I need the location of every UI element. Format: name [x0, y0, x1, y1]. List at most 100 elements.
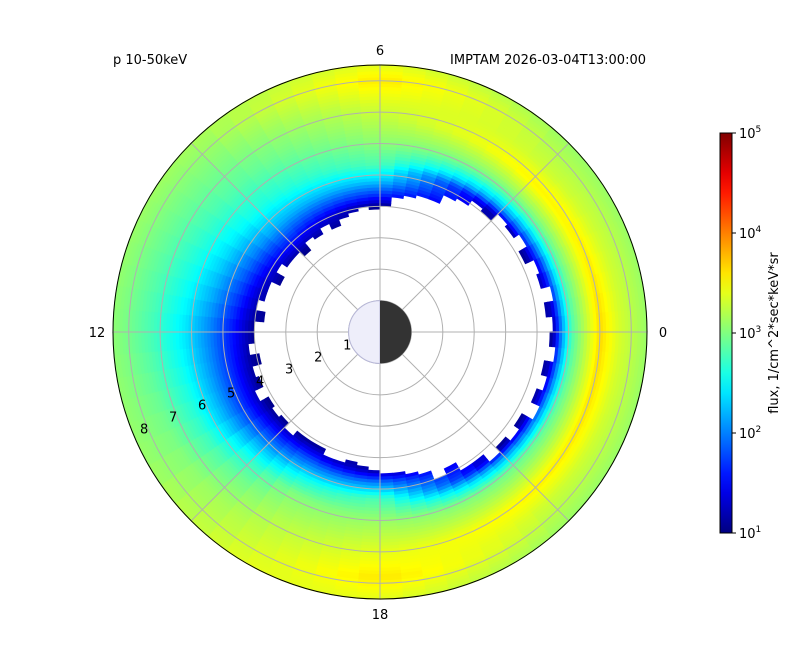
flux-cell: [314, 571, 338, 581]
flux-cell: [556, 150, 576, 171]
flux-cell: [237, 220, 251, 236]
flux-cell: [249, 273, 258, 287]
flux-cell: [559, 177, 577, 197]
flux-cell: [231, 319, 237, 333]
flux-cell: [636, 330, 642, 355]
flux-cell: [282, 208, 296, 220]
flux-cell: [312, 515, 331, 524]
flux-cell: [560, 380, 569, 399]
flux-cell: [423, 574, 447, 584]
flux-cell: [625, 375, 635, 399]
flux-cell: [234, 113, 256, 130]
flux-cell: [584, 234, 597, 255]
flux-cell: [613, 419, 626, 443]
flux-cell: [205, 235, 217, 254]
flux-cell: [456, 533, 477, 546]
flux-cell: [208, 410, 220, 428]
flux-cell: [263, 530, 284, 544]
flux-cell: [293, 452, 307, 464]
flux-cell: [263, 411, 275, 424]
flux-cell: [359, 560, 381, 566]
flux-cell: [200, 379, 210, 397]
flux-cell: [461, 100, 484, 113]
flux-cell: [299, 186, 314, 197]
flux-cell: [443, 462, 458, 473]
flux-cell: [347, 149, 365, 156]
flux-cell: [482, 205, 496, 219]
flux-cell: [361, 544, 381, 550]
flux-cell: [150, 180, 167, 203]
flux-cell: [258, 538, 280, 553]
flux-cell: [218, 359, 226, 376]
flux-cell: [480, 496, 499, 510]
flux-cell: [330, 222, 342, 230]
flux-cell: [268, 211, 282, 224]
flux-cell: [261, 533, 283, 547]
flux-cell: [273, 98, 297, 111]
flux-cell: [466, 89, 490, 102]
flux-cell: [133, 397, 145, 421]
flux-cell: [624, 240, 636, 265]
flux-cell: [182, 297, 189, 316]
flux-cell: [272, 216, 286, 229]
flux-cell: [240, 122, 261, 137]
flux-cell: [191, 299, 198, 317]
flux-cell: [519, 211, 533, 228]
flux-cell: [243, 241, 254, 256]
flux-cell: [335, 84, 359, 91]
flux-cell: [396, 520, 415, 527]
flux-cell: [127, 398, 139, 423]
flux-cell: [251, 390, 261, 404]
flux-cell: [594, 435, 609, 458]
flux-cell: [267, 129, 288, 143]
flux-cell: [240, 222, 253, 238]
flux-cell: [533, 199, 548, 217]
flux-cell: [611, 289, 619, 312]
flux-cell: [282, 242, 294, 254]
flux-cell: [249, 514, 270, 529]
flux-cell: [227, 292, 235, 307]
flux-cell: [344, 131, 363, 138]
flux-cell: [574, 259, 584, 279]
flux-cell: [194, 380, 204, 399]
flux-cell: [188, 382, 198, 401]
flux-cell: [552, 362, 561, 380]
flux-cell: [212, 317, 218, 333]
flux-cell: [515, 480, 533, 497]
flux-cell: [619, 374, 629, 398]
flux-cell: [545, 393, 555, 411]
flux-cell: [239, 254, 250, 269]
flux-cell: [337, 93, 360, 101]
flux-cell: [499, 208, 513, 223]
flux-cell: [225, 135, 245, 153]
flux-cell: [245, 366, 254, 380]
flux-cell: [531, 444, 546, 462]
flux-cell: [193, 364, 202, 382]
flux-cell: [580, 188, 596, 210]
flux-cell: [171, 217, 185, 238]
flux-cell: [169, 350, 176, 370]
flux-cell: [157, 351, 164, 372]
flux-cell: [536, 140, 556, 159]
flux-cell: [300, 231, 312, 241]
flux-cell: [317, 158, 335, 167]
flux-cell: [342, 468, 357, 475]
flux-cell: [325, 532, 345, 540]
flux-cell: [255, 275, 264, 289]
flux-cell: [334, 161, 351, 169]
flux-cell: [270, 459, 286, 472]
flux-cell: [455, 530, 476, 543]
flux-cell: [137, 198, 152, 222]
flux-cell: [216, 524, 237, 542]
flux-cell: [337, 173, 353, 181]
flux-cell: [573, 404, 585, 424]
flux-cell: [621, 241, 633, 266]
flux-cell: [235, 148, 254, 165]
flux-cell: [276, 275, 285, 286]
flux-cell: [332, 504, 350, 513]
flux-cell: [232, 432, 246, 449]
flux-cell: [314, 468, 329, 478]
flux-cell: [548, 126, 570, 146]
flux-cell: [556, 417, 569, 436]
flux-cell: [336, 489, 353, 497]
